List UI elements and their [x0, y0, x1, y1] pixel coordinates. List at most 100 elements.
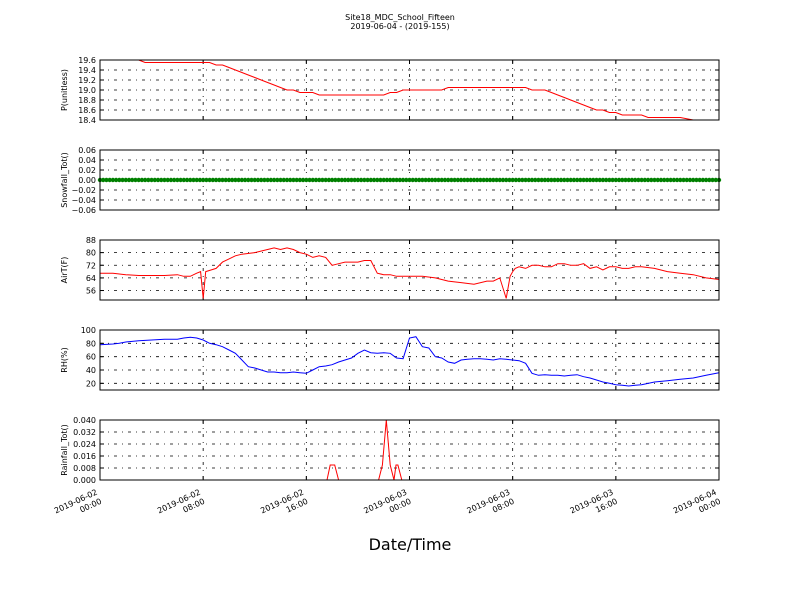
data-point	[632, 177, 638, 183]
data-point	[497, 177, 502, 183]
data-point	[526, 177, 531, 183]
data-point	[439, 177, 444, 183]
data-point	[139, 177, 145, 183]
data-point	[629, 177, 635, 183]
data-point	[304, 177, 309, 183]
data-point	[626, 177, 631, 183]
data-point	[171, 177, 177, 183]
data-point	[636, 177, 641, 183]
y-tick-label: 0.000	[73, 476, 96, 485]
data-point	[687, 177, 693, 183]
data-point	[600, 177, 606, 183]
y-axis-label: RH(%)	[60, 347, 69, 372]
y-axis-label: P(unitless)	[60, 69, 69, 111]
data-point	[394, 177, 399, 183]
data-point	[326, 177, 332, 183]
data-point	[391, 177, 396, 183]
data-point	[610, 177, 615, 183]
data-point	[591, 177, 596, 183]
data-point	[513, 177, 519, 183]
data-point	[468, 177, 473, 183]
data-point	[346, 177, 351, 183]
data-point	[652, 177, 657, 183]
data-point	[120, 177, 125, 183]
data-point	[507, 177, 512, 183]
data-point	[317, 177, 322, 183]
data-point	[117, 177, 122, 183]
data-point	[494, 177, 499, 183]
data-point	[713, 177, 718, 183]
data-point	[249, 177, 254, 183]
data-point	[133, 177, 138, 183]
data-point	[362, 177, 367, 183]
y-tick-label: 0.024	[73, 440, 96, 449]
data-point	[504, 177, 509, 183]
data-point	[207, 177, 212, 183]
chart-subtitle: 2019-06-04 - (2019-155)	[350, 22, 449, 31]
data-point	[188, 177, 193, 183]
x-tick-label: 2019-06-0316:00	[569, 488, 619, 525]
data-point	[481, 177, 486, 183]
data-point	[365, 177, 370, 183]
data-point	[233, 177, 238, 183]
data-point	[213, 177, 219, 183]
y-tick-label: 64	[86, 274, 96, 283]
data-point	[462, 177, 467, 183]
data-point	[471, 177, 477, 183]
data-point	[613, 177, 619, 183]
data-point	[159, 177, 164, 183]
data-point	[616, 177, 622, 183]
data-point	[445, 177, 451, 183]
data-point	[104, 177, 109, 183]
data-point	[429, 177, 435, 183]
data-point	[349, 177, 354, 183]
data-point	[574, 177, 580, 183]
data-point	[197, 177, 203, 183]
data-point	[520, 177, 525, 183]
data-point	[300, 177, 306, 183]
data-point	[239, 177, 245, 183]
data-point	[691, 177, 696, 183]
y-tick-label: −0.04	[71, 196, 96, 205]
y-tick-label: −0.06	[71, 206, 96, 215]
data-point	[533, 177, 538, 183]
data-point	[378, 177, 383, 183]
data-point	[246, 177, 251, 183]
data-point	[217, 177, 222, 183]
data-point	[703, 177, 709, 183]
data-point	[375, 177, 380, 183]
data-point	[404, 177, 409, 183]
data-point	[210, 177, 216, 183]
data-point	[175, 177, 180, 183]
y-axis-label: Snowfall_Tot()	[60, 152, 69, 208]
data-point	[510, 177, 515, 183]
data-point	[539, 177, 544, 183]
data-point	[126, 177, 132, 183]
data-point	[542, 177, 548, 183]
data-point	[123, 177, 128, 183]
y-tick-label: 72	[86, 261, 96, 270]
data-point	[242, 177, 248, 183]
data-point	[400, 177, 406, 183]
data-point	[178, 177, 183, 183]
data-point	[642, 177, 648, 183]
data-point	[661, 177, 667, 183]
data-point	[229, 177, 235, 183]
data-point	[565, 177, 570, 183]
data-point	[288, 177, 293, 183]
y-tick-label: 20	[86, 379, 96, 388]
y-tick-label: 80	[86, 339, 96, 348]
data-point	[452, 177, 457, 183]
data-point	[416, 177, 422, 183]
x-tick-label: 2019-06-0308:00	[466, 488, 516, 525]
data-point	[571, 177, 577, 183]
y-axis-label: AirT(F)	[60, 257, 69, 284]
data-point	[258, 177, 264, 183]
data-point	[200, 177, 206, 183]
y-tick-label: 60	[86, 353, 96, 362]
x-tick-label: 2019-06-0208:00	[156, 488, 206, 525]
data-point	[281, 177, 286, 183]
data-point	[458, 177, 464, 183]
data-point	[478, 177, 483, 183]
